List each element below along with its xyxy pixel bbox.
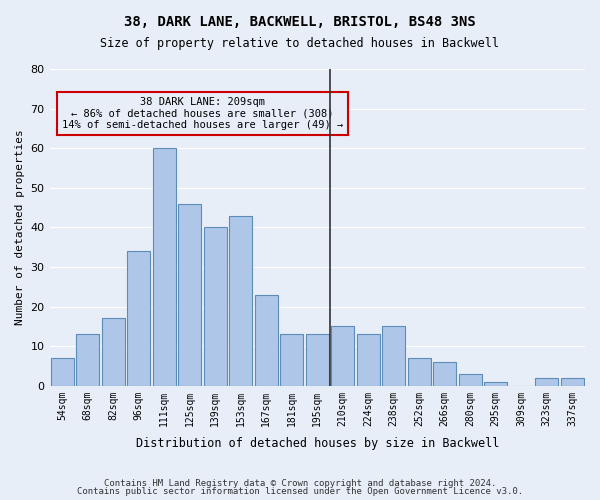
Bar	[51, 358, 74, 386]
Text: Size of property relative to detached houses in Backwell: Size of property relative to detached ho…	[101, 38, 499, 51]
Bar	[459, 374, 482, 386]
Bar	[484, 382, 507, 386]
Bar	[127, 251, 150, 386]
Bar	[280, 334, 303, 386]
Text: Contains HM Land Registry data © Crown copyright and database right 2024.: Contains HM Land Registry data © Crown c…	[104, 478, 496, 488]
Y-axis label: Number of detached properties: Number of detached properties	[15, 130, 25, 326]
Bar	[357, 334, 380, 386]
Bar	[178, 204, 201, 386]
Bar	[306, 334, 329, 386]
Text: 38 DARK LANE: 209sqm
← 86% of detached houses are smaller (308)
14% of semi-deta: 38 DARK LANE: 209sqm ← 86% of detached h…	[62, 96, 343, 130]
Bar	[433, 362, 456, 386]
Bar	[76, 334, 99, 386]
Bar	[229, 216, 252, 386]
Text: Contains public sector information licensed under the Open Government Licence v3: Contains public sector information licen…	[77, 487, 523, 496]
Bar	[561, 378, 584, 386]
Bar	[102, 318, 125, 386]
Bar	[153, 148, 176, 386]
Bar	[535, 378, 558, 386]
Bar	[204, 228, 227, 386]
Bar	[382, 326, 405, 386]
Bar	[331, 326, 354, 386]
X-axis label: Distribution of detached houses by size in Backwell: Distribution of detached houses by size …	[136, 437, 499, 450]
Text: 38, DARK LANE, BACKWELL, BRISTOL, BS48 3NS: 38, DARK LANE, BACKWELL, BRISTOL, BS48 3…	[124, 15, 476, 29]
Bar	[255, 294, 278, 386]
Bar	[408, 358, 431, 386]
